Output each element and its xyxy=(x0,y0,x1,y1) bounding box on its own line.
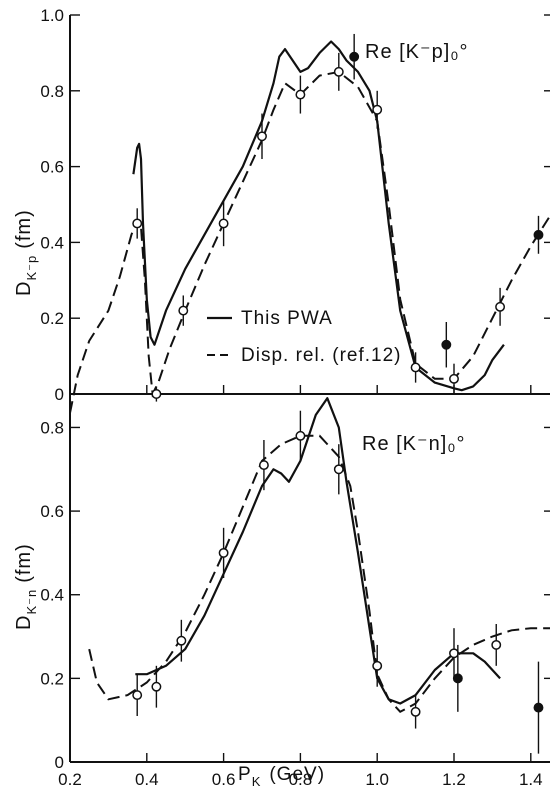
x-tick-label: 1.4 xyxy=(519,770,543,789)
top-open-data-point xyxy=(151,389,162,399)
x-axis-label-sub: K xyxy=(252,774,262,789)
plots-layer: 00.20.40.60.81.000.20.40.60.80.2 0.4 0.6 0.… xyxy=(40,6,551,789)
top-filled-data-point xyxy=(349,51,360,62)
legend-solid-label: This PWA xyxy=(241,308,333,329)
x-axis-label: PK (GeV) xyxy=(238,764,325,789)
svg-text:DK⁻n(fm): DK⁻n (fm) xyxy=(13,543,39,630)
bottom-filled-data-point xyxy=(452,673,463,684)
x-tick-label: 0.2 xyxy=(58,770,82,789)
bottom-series-this-pwa xyxy=(135,397,501,705)
x-axis-label-unit: (GeV) xyxy=(269,764,325,785)
top-ylabel-main: D xyxy=(13,281,35,296)
bottom-open-data-point xyxy=(491,639,502,650)
bottom-open-data-point xyxy=(372,660,383,671)
x-tick-label: 1.2 xyxy=(442,770,466,789)
bottom-ytick-label: 0.4 xyxy=(40,586,64,605)
top-ylabel: DK⁻p (fm) xyxy=(13,209,39,296)
bottom-ytick-label: 0.6 xyxy=(40,502,64,521)
bottom-ylabel-sub: K⁻n xyxy=(24,589,39,615)
top-ylabel-unit: (fm) xyxy=(13,209,35,249)
top-ytick-label: 0.6 xyxy=(40,158,64,177)
bottom-ytick-label: 0.8 xyxy=(40,418,64,437)
annotations-layer: Re [K⁻p]₀° Re [K⁻n]₀° This PWA Disp. rel… xyxy=(13,41,469,789)
bottom-series-disp-rel xyxy=(88,434,550,714)
bottom-open-data-point xyxy=(151,681,162,692)
bottom-ytick-label: 0 xyxy=(55,753,64,772)
bottom-open-data-point xyxy=(449,648,459,659)
top-ytick-label: 0.2 xyxy=(40,309,64,328)
x-tick-label: 0.8 xyxy=(289,770,313,789)
top-open-data-point xyxy=(257,131,267,142)
top-ytick-label: 0.4 xyxy=(40,233,64,252)
top-open-data-point xyxy=(132,218,143,229)
top-series-this-pwa xyxy=(132,40,505,392)
legend-dashed-label: Disp. rel. (ref.12) xyxy=(241,345,401,366)
bottom-ylabel-main: D xyxy=(13,615,35,630)
x-tick-label: 0.4 xyxy=(135,770,159,789)
bottom-open-data-point xyxy=(176,635,187,646)
top-filled-data-point xyxy=(533,229,544,240)
top-open-data-point xyxy=(372,104,383,115)
bottom-open-data-point xyxy=(132,690,143,701)
top-filled-data-point xyxy=(441,339,452,350)
svg-text:DK⁻p(fm): DK⁻p (fm) xyxy=(13,209,39,296)
top-ytick-label: 0.8 xyxy=(40,82,64,101)
top-open-data-point xyxy=(218,218,229,229)
x-tick-label: 1.0 xyxy=(365,770,389,789)
bottom-open-data-point xyxy=(295,430,306,441)
bottom-ytick-label: 0.2 xyxy=(40,669,64,688)
bottom-ylabel-unit: (fm) xyxy=(13,543,35,583)
bottom-panel-label: Re [K⁻n]₀° xyxy=(362,433,466,455)
top-open-data-point xyxy=(449,373,459,384)
top-open-data-point xyxy=(295,89,306,100)
top-open-data-point xyxy=(410,362,421,373)
bottom-open-data-point xyxy=(258,460,269,471)
bottom-filled-data-point xyxy=(533,702,544,713)
top-open-data-point xyxy=(495,301,506,312)
top-open-data-point xyxy=(178,305,189,316)
top-panel-label: Re [K⁻p]₀° xyxy=(365,41,469,63)
top-ytick-label: 1.0 xyxy=(40,6,64,25)
bottom-open-data-point xyxy=(333,464,344,475)
x-axis-label-main: P xyxy=(238,764,252,785)
x-tick-label: 0.6 xyxy=(212,770,236,789)
bottom-open-data-point xyxy=(410,706,421,717)
top-open-data-point xyxy=(333,66,344,77)
top-ylabel-sub: K⁻p xyxy=(24,255,39,281)
bottom-ylabel: DK⁻n (fm) xyxy=(13,543,39,630)
top-ytick-label: 0 xyxy=(55,385,64,404)
bottom-open-data-point xyxy=(218,547,229,558)
